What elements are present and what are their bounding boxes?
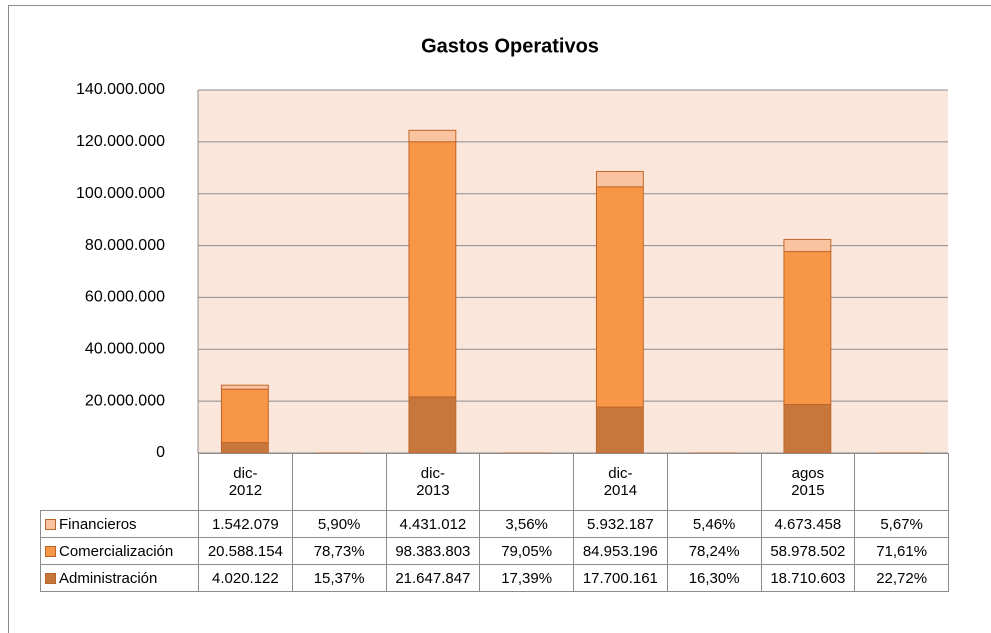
table-header-cell	[291, 453, 387, 511]
y-tick-label: 100.000.000	[76, 185, 165, 202]
legend-label: Administración	[59, 569, 158, 587]
legend-entry: Financieros	[40, 510, 199, 538]
y-tick-label: 80.000.000	[85, 237, 165, 254]
table-value: 5,67%	[854, 510, 949, 538]
table-header-cell: agos 2015	[760, 453, 856, 511]
table-header-cell	[854, 453, 949, 511]
table-value: 22,72%	[854, 564, 949, 592]
legend-key	[45, 518, 56, 530]
bar-segment	[595, 406, 644, 454]
bar-segment	[783, 251, 832, 405]
y-tick-label: 140.000.000	[76, 81, 165, 98]
table-header-cell	[666, 453, 762, 511]
bar-segment	[408, 141, 457, 398]
table-value: 58.978.502	[760, 537, 856, 565]
y-tick-label: 20.000.000	[85, 392, 165, 409]
table-value: 18.710.603	[760, 564, 856, 592]
table-header-cell: dic-2013	[385, 453, 481, 511]
legend-entry: Comercialización	[40, 537, 199, 565]
plot-area	[198, 90, 948, 453]
legend-entry: Administración	[40, 564, 199, 592]
chart-title: Gastos Operativos	[421, 35, 599, 57]
table-header-cell	[479, 453, 574, 511]
y-tick-label: 40.000.000	[85, 341, 165, 358]
table-value: 78,24%	[666, 537, 762, 565]
table-value: 5.932.187	[573, 510, 668, 538]
table-value: 3,56%	[479, 510, 574, 538]
table-value: 4.020.122	[198, 564, 293, 592]
table-header-cell: dic- 2014	[573, 453, 668, 511]
table-value: 71,61%	[854, 537, 949, 565]
bar-segment	[783, 238, 832, 253]
bar-segment	[595, 170, 644, 188]
table-value: 21.647.847	[385, 564, 481, 592]
table-value: 1.542.079	[198, 510, 293, 538]
legend-key	[45, 572, 56, 584]
legend-label: Comercialización	[59, 542, 174, 560]
bar-segment	[783, 403, 832, 454]
table-value: 17.700.161	[573, 564, 668, 592]
table-header-cell: dic-2012	[198, 453, 293, 511]
table-value: 78,73%	[291, 537, 387, 565]
table-value: 4.673.458	[760, 510, 856, 538]
bar-segment	[408, 396, 457, 454]
table-value: 16,30%	[666, 564, 762, 592]
table-value: 4.431.012	[385, 510, 481, 538]
legend-key	[45, 545, 56, 557]
table-value: 84.953.196	[573, 537, 668, 565]
table-value: 5,46%	[666, 510, 762, 538]
y-tick-label: 120.000.000	[76, 133, 165, 150]
bar-segment	[220, 384, 269, 390]
table-value: 79,05%	[479, 537, 574, 565]
y-tick-label: 0	[156, 444, 165, 461]
table-value: 98.383.803	[385, 537, 481, 565]
table-value: 5,90%	[291, 510, 387, 538]
bar-segment	[220, 388, 269, 444]
bar-segment	[220, 442, 269, 454]
table-value: 15,37%	[291, 564, 387, 592]
bar-segment	[408, 129, 457, 143]
table-value: 20.588.154	[198, 537, 293, 565]
table-value: 17,39%	[479, 564, 574, 592]
legend-label: Financieros	[59, 515, 137, 533]
y-tick-label: 60.000.000	[85, 289, 165, 306]
bar-segment	[595, 186, 644, 408]
